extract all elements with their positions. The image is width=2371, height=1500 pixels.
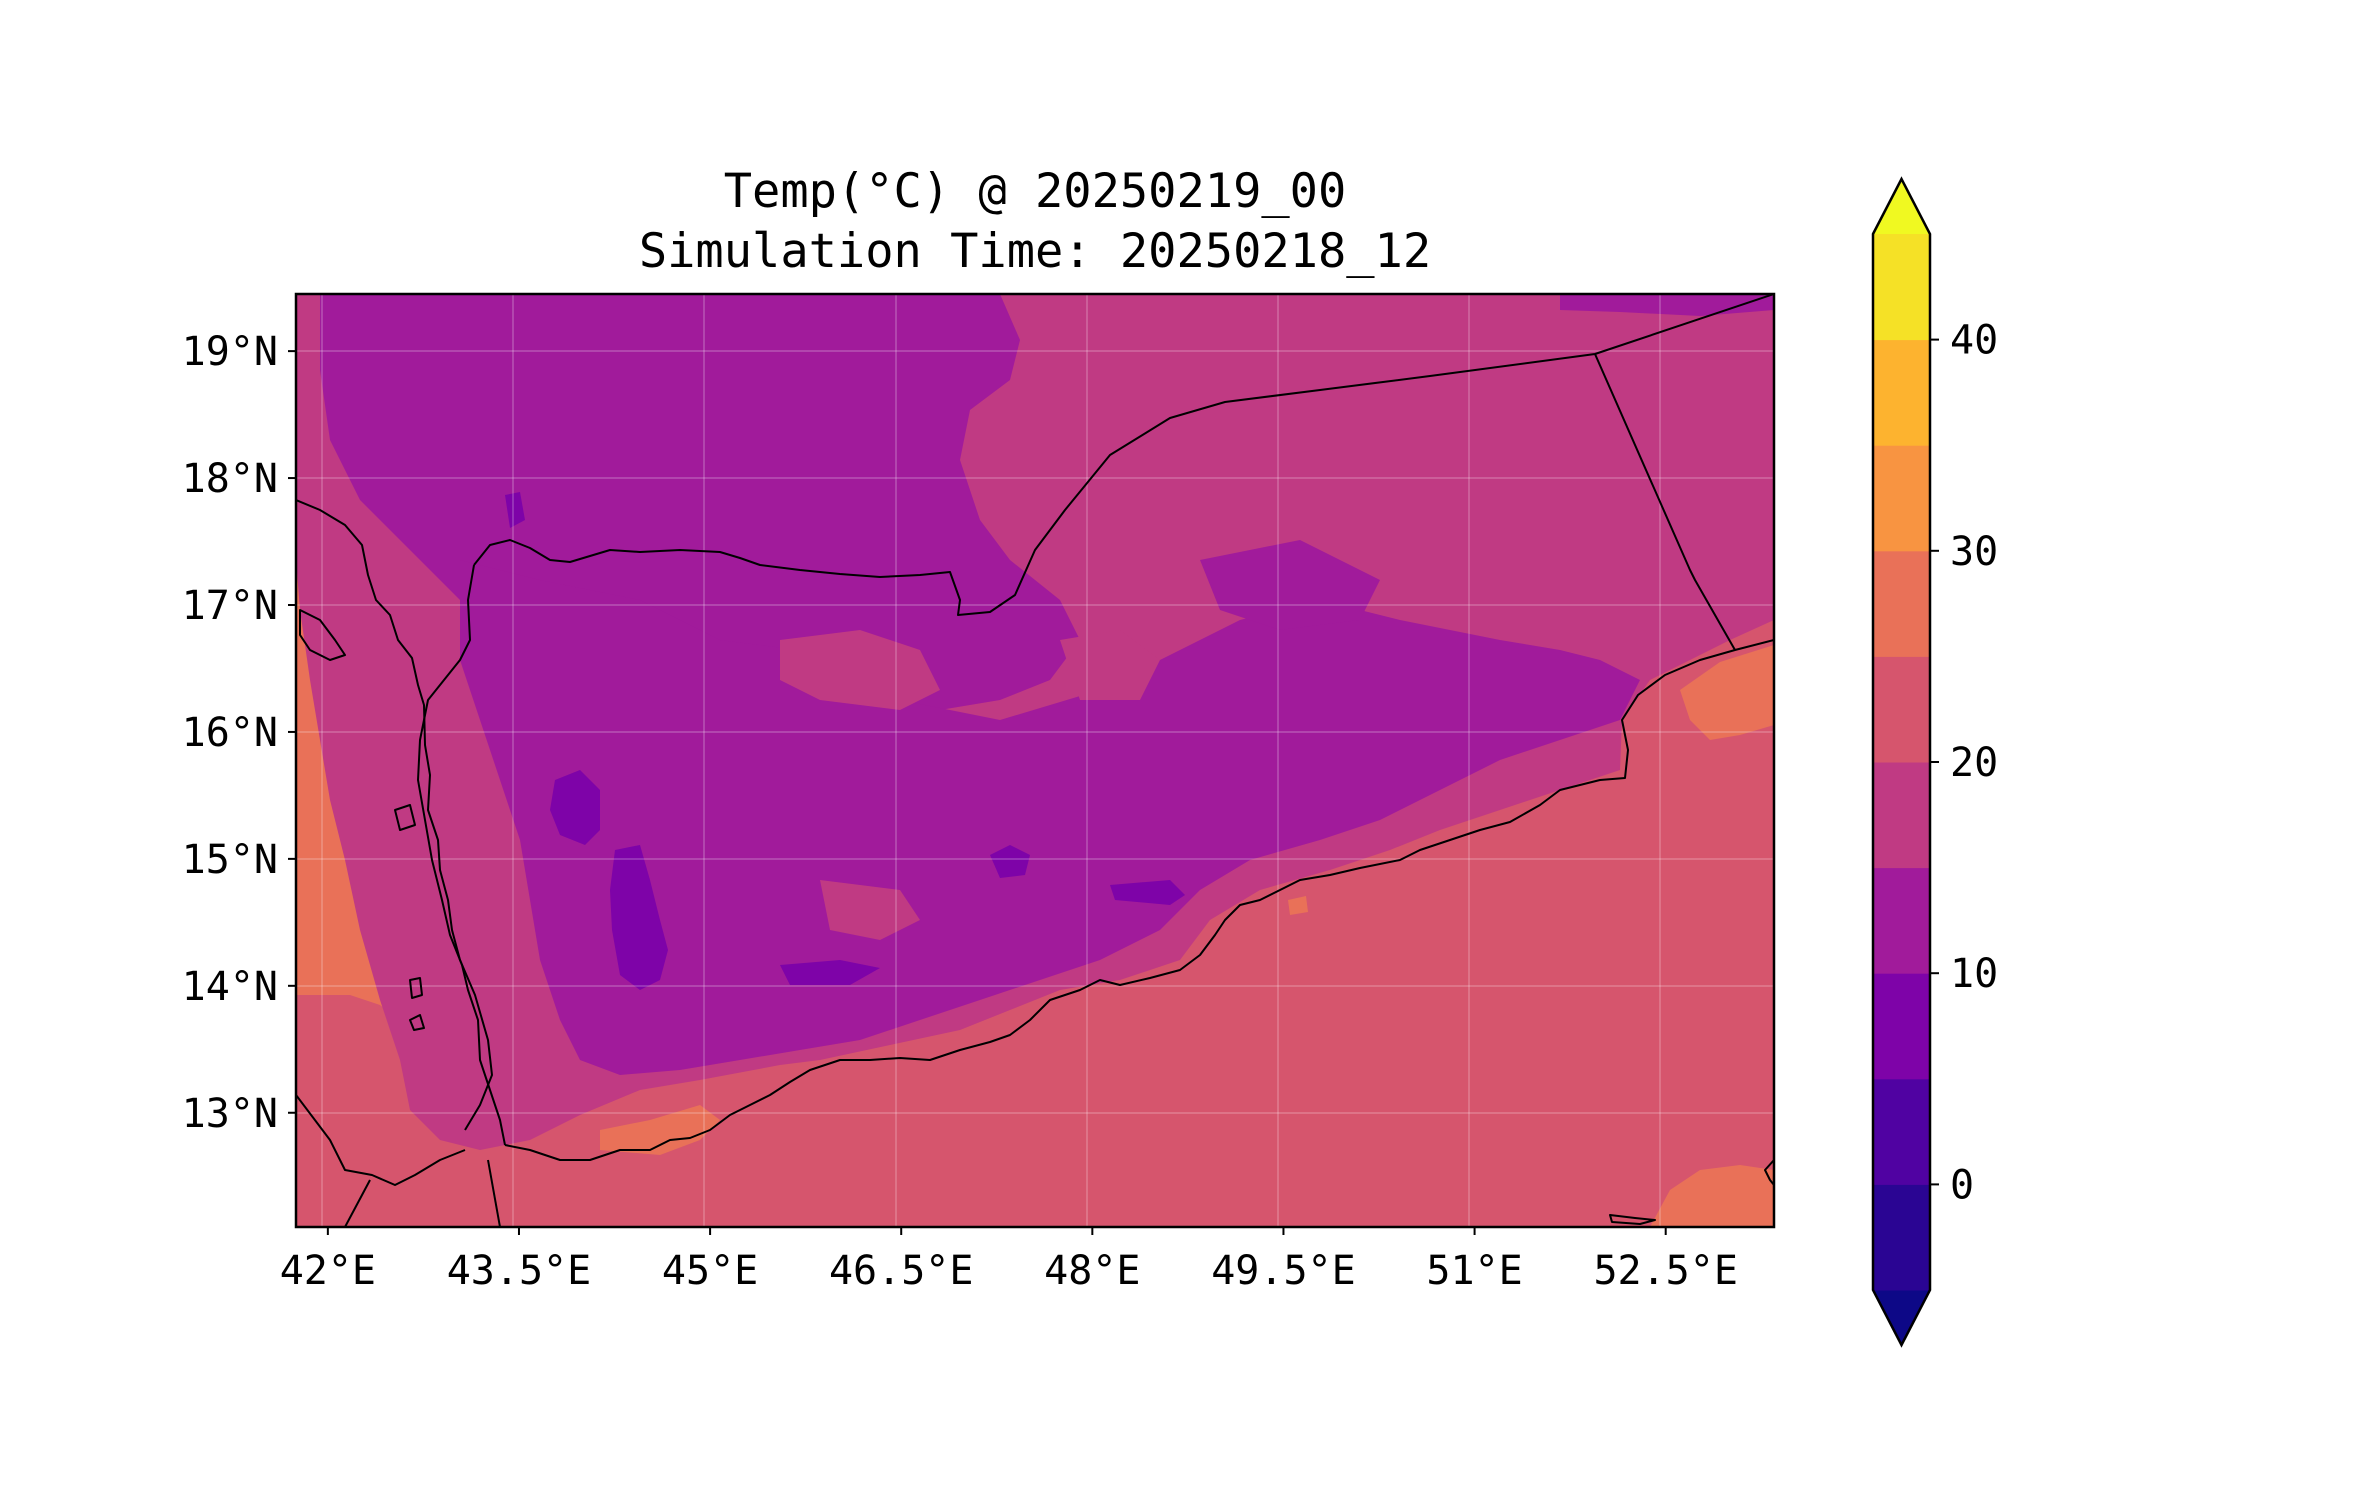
coastline-island-3 xyxy=(409,977,423,999)
coastline-island-1 xyxy=(299,609,346,661)
field-15-20-pocket-1 xyxy=(780,630,940,710)
border-ethiopia-eritrea xyxy=(296,1094,466,1186)
field-5-10-sanaa xyxy=(550,770,600,845)
lat-tick-label: 17°N xyxy=(182,583,278,629)
lon-tick-label: 52.5°E xyxy=(1593,1248,1738,1294)
lon-tick-label: 42°E xyxy=(280,1248,376,1294)
colorbar-outline xyxy=(1871,176,1932,1348)
field-15-20-pocket-3 xyxy=(820,880,920,940)
border-yemen-saudi xyxy=(473,294,1774,616)
lat-tick-label: 16°N xyxy=(182,710,278,756)
field-25-30-gulf-east xyxy=(1680,645,1774,740)
longitude-axis: 42°E 43.5°E 45°E 46.5°E 48°E 49.5°E 51°E 52.5°E xyxy=(280,1227,1738,1294)
colorbar-band xyxy=(1873,867,1930,974)
lon-tick-label: 51°E xyxy=(1426,1248,1522,1294)
colorbar-band xyxy=(1873,762,1930,869)
lon-tick-label: 46.5°E xyxy=(829,1248,974,1294)
lon-tick-label: 48°E xyxy=(1044,1248,1140,1294)
field-25-30-small xyxy=(1288,896,1308,915)
colorbar-over-extension xyxy=(1873,179,1930,234)
map-title: Temp(°C) @ 20250219_00 xyxy=(723,164,1347,219)
coastline-africa-eritrea xyxy=(296,499,493,1131)
colorbar-band xyxy=(1873,973,1930,1080)
map-plot-area xyxy=(296,294,1774,1227)
field-10-15-north-oman xyxy=(1560,294,1774,316)
colorbar-tick-label: 0 xyxy=(1950,1162,1974,1208)
field-5-10-east xyxy=(990,845,1030,878)
field-25-30-aden-coast xyxy=(600,1105,720,1155)
coastline-yemen-red-sea xyxy=(417,564,506,1146)
country-borders xyxy=(296,294,1774,1227)
gridlines xyxy=(296,294,1774,1227)
colorbar-band xyxy=(1873,445,1930,552)
coastline-horn xyxy=(1764,1159,1774,1186)
colorbar-band xyxy=(1873,550,1930,657)
colorbar-tick-label: 20 xyxy=(1950,740,1998,786)
field-10-15-central xyxy=(460,560,1640,1075)
colorbar: 0 10 20 30 40 xyxy=(1871,176,1998,1348)
colorbar-tick-label: 40 xyxy=(1950,318,1998,364)
field-10-15-wadi xyxy=(1200,540,1380,630)
coastline-socotra xyxy=(1609,1214,1656,1225)
colorbar-band xyxy=(1873,339,1930,446)
colorbar-tick-label: 30 xyxy=(1950,529,1998,575)
map-subtitle: Simulation Time: 20250218_12 xyxy=(638,224,1432,279)
lat-tick-label: 18°N xyxy=(182,456,278,502)
lat-tick-label: 13°N xyxy=(182,1091,278,1137)
coastline-island-4 xyxy=(409,1014,425,1031)
colorbar-under-extension xyxy=(1873,1290,1930,1345)
lon-tick-label: 49.5°E xyxy=(1211,1248,1356,1294)
map-frame xyxy=(294,292,1776,1229)
coastline-yemen-gulf-of-aden xyxy=(504,639,1774,1161)
lon-tick-label: 43.5°E xyxy=(447,1248,592,1294)
colorbar-band xyxy=(1873,1078,1930,1185)
lat-tick-label: 19°N xyxy=(182,329,278,375)
field-5-10-strip xyxy=(1110,880,1185,905)
lat-tick-label: 15°N xyxy=(182,837,278,883)
field-25-30-gulf-south xyxy=(1650,1165,1774,1227)
coastlines xyxy=(296,499,1774,1225)
latitude-axis: 19°N 18°N 17°N 16°N 15°N 14°N 13°N xyxy=(182,329,296,1137)
border-yemen-oman xyxy=(1594,353,1736,651)
colorbar-band xyxy=(1873,234,1930,341)
field-15-20-pocket-2 xyxy=(1060,630,1160,700)
lat-tick-label: 14°N xyxy=(182,964,278,1010)
colorbar-band xyxy=(1873,1184,1930,1291)
lon-tick-label: 45°E xyxy=(662,1248,758,1294)
colorbar-tick-label: 10 xyxy=(1950,951,1998,997)
border-djibouti xyxy=(487,1159,501,1227)
field-5-10-south xyxy=(780,960,880,985)
coastline-island-2 xyxy=(394,804,416,831)
border-ethiopia-djibouti xyxy=(344,1179,371,1227)
field-5-10-north xyxy=(505,492,525,528)
field-5-10-plateau xyxy=(610,845,668,990)
colorbar-band xyxy=(1873,656,1930,763)
